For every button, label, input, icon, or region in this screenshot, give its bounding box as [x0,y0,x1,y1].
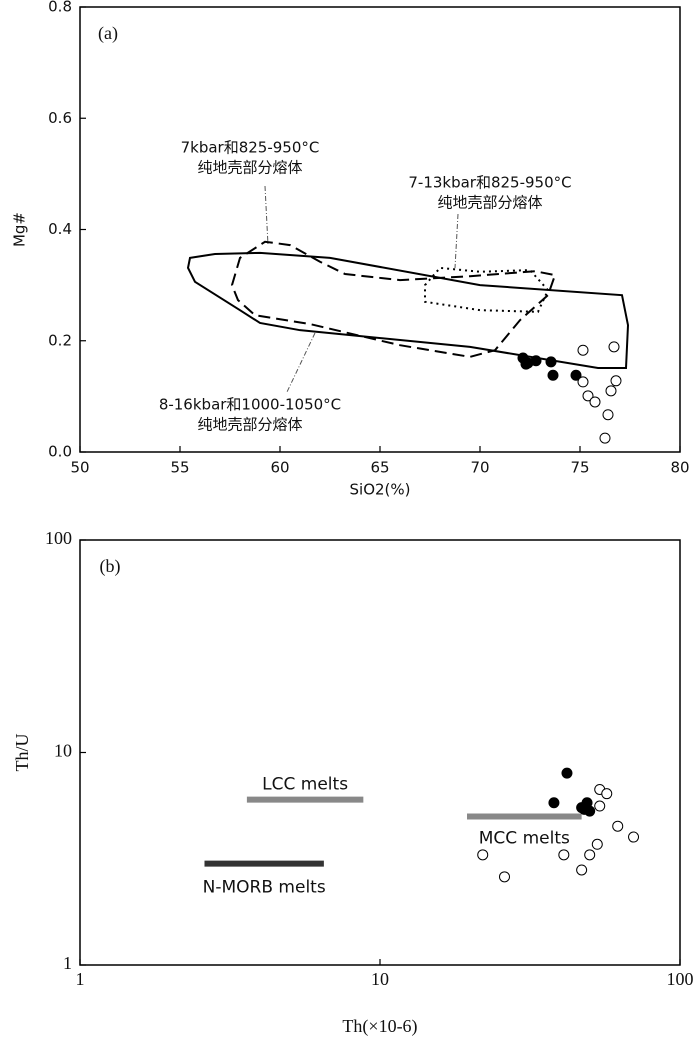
data-point [578,803,590,815]
data-point [591,838,603,850]
panel-label: (a) [98,23,118,44]
annotation: 纯地壳部分熔体 [197,159,302,177]
y-tick-label: 0.2 [48,331,72,349]
band-label: MCC melts [479,828,570,848]
leader-line [286,332,316,393]
x-tick-label: 75 [570,459,589,477]
x-tick-label: 60 [270,459,289,477]
x-tick-label: 70 [470,459,489,477]
data-point [530,355,542,367]
x-tick-label: 65 [370,459,389,477]
x-tick-label: 55 [170,459,189,477]
data-point [594,800,606,812]
annotation: 纯地壳部分熔体 [197,416,302,434]
data-point [610,375,622,387]
x-tick-label: 100 [667,969,694,989]
data-point [612,820,624,832]
plot-frame [79,6,681,453]
data-point [477,849,489,861]
y-axis-label: Mg# [11,212,29,247]
data-point [547,369,559,381]
data-point [602,409,614,421]
y-tick-label: 0.0 [48,443,72,461]
data-point [570,369,582,381]
x-axis-label: SiO2(%) [350,481,411,499]
leader-line [264,185,269,246]
data-point [584,849,596,861]
data-point [558,849,570,861]
y-tick-label: 10 [54,741,72,761]
data-point [582,390,594,402]
data-point [576,864,588,876]
data-point [545,356,557,368]
annotation: 8-16kbar和1000-1050°C [159,396,341,414]
x-tick-label: 50 [70,459,89,477]
data-point [605,385,617,397]
band-label: N-MORB melts [203,878,326,898]
y-tick-label: 100 [45,528,72,548]
y-tick-label: 0.6 [48,109,72,127]
y-tick-label: 1 [63,953,72,973]
data-point [589,396,601,408]
x-tick-label: 10 [371,969,389,989]
annotation: 7-13kbar和825-950°C [408,174,571,192]
data-point [498,871,510,883]
field-outline [230,240,557,358]
data-point [601,788,613,800]
y-tick-label: 0.4 [48,220,72,238]
plot-frame [79,539,681,966]
data-point [548,797,560,809]
field-outline [186,251,630,370]
band-label: LCC melts [262,775,348,795]
x-tick-label: 80 [670,459,689,477]
x-axis-label: Th(×10-6) [342,1016,417,1037]
data-point [577,344,589,356]
x-tick-label: 1 [76,969,85,989]
annotation: 7kbar和825-950°C [181,139,320,157]
data-point [628,831,640,843]
y-axis-label: Th/U [12,734,32,772]
y-tick-label: 0.8 [48,0,72,16]
data-point [599,432,611,444]
leader-line [454,213,459,269]
data-point [561,767,573,779]
panel-label: (b) [100,556,121,577]
field-outline [424,266,550,313]
data-point [577,376,589,388]
data-point [608,341,620,353]
annotation: 纯地壳部分熔体 [437,194,542,212]
